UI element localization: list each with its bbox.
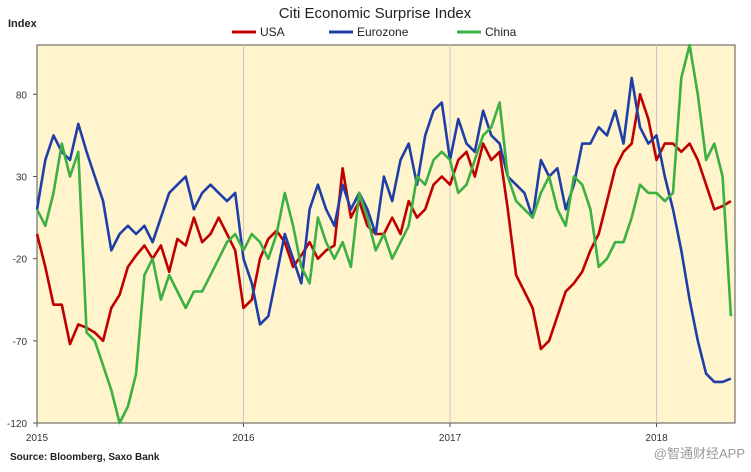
y-axis: -120 -70 -20 30 80 (7, 90, 37, 430)
y-tick-label: -70 (13, 337, 28, 348)
y-tick-label: 30 (16, 172, 28, 183)
watermark: @智通财经APP (654, 446, 745, 461)
legend: USA Eurozone China (232, 25, 517, 39)
x-tick-label: 2016 (232, 433, 255, 444)
legend-label-eurozone: Eurozone (357, 25, 409, 39)
x-axis: 2015 2016 2017 2018 (26, 423, 668, 444)
series-line-eurozone (35, 76, 732, 384)
plot-area (36, 44, 736, 424)
x-tick-label: 2018 (645, 433, 668, 444)
chart-title: Citi Economic Surprise Index (279, 5, 472, 22)
x-tick-label: 2015 (26, 433, 49, 444)
series-layer (35, 43, 733, 425)
x-tick-label: 2017 (439, 433, 462, 444)
grid-lines (243, 45, 658, 423)
y-tick-label: 80 (16, 90, 28, 101)
y-axis-label: Index (8, 18, 38, 30)
y-tick-label: -20 (13, 255, 28, 266)
legend-label-usa: USA (260, 25, 285, 39)
series-line-china (35, 43, 733, 425)
source-note: Source: Bloomberg, Saxo Bank (10, 452, 160, 463)
y-tick-label: -120 (7, 419, 27, 430)
legend-label-china: China (485, 25, 517, 39)
